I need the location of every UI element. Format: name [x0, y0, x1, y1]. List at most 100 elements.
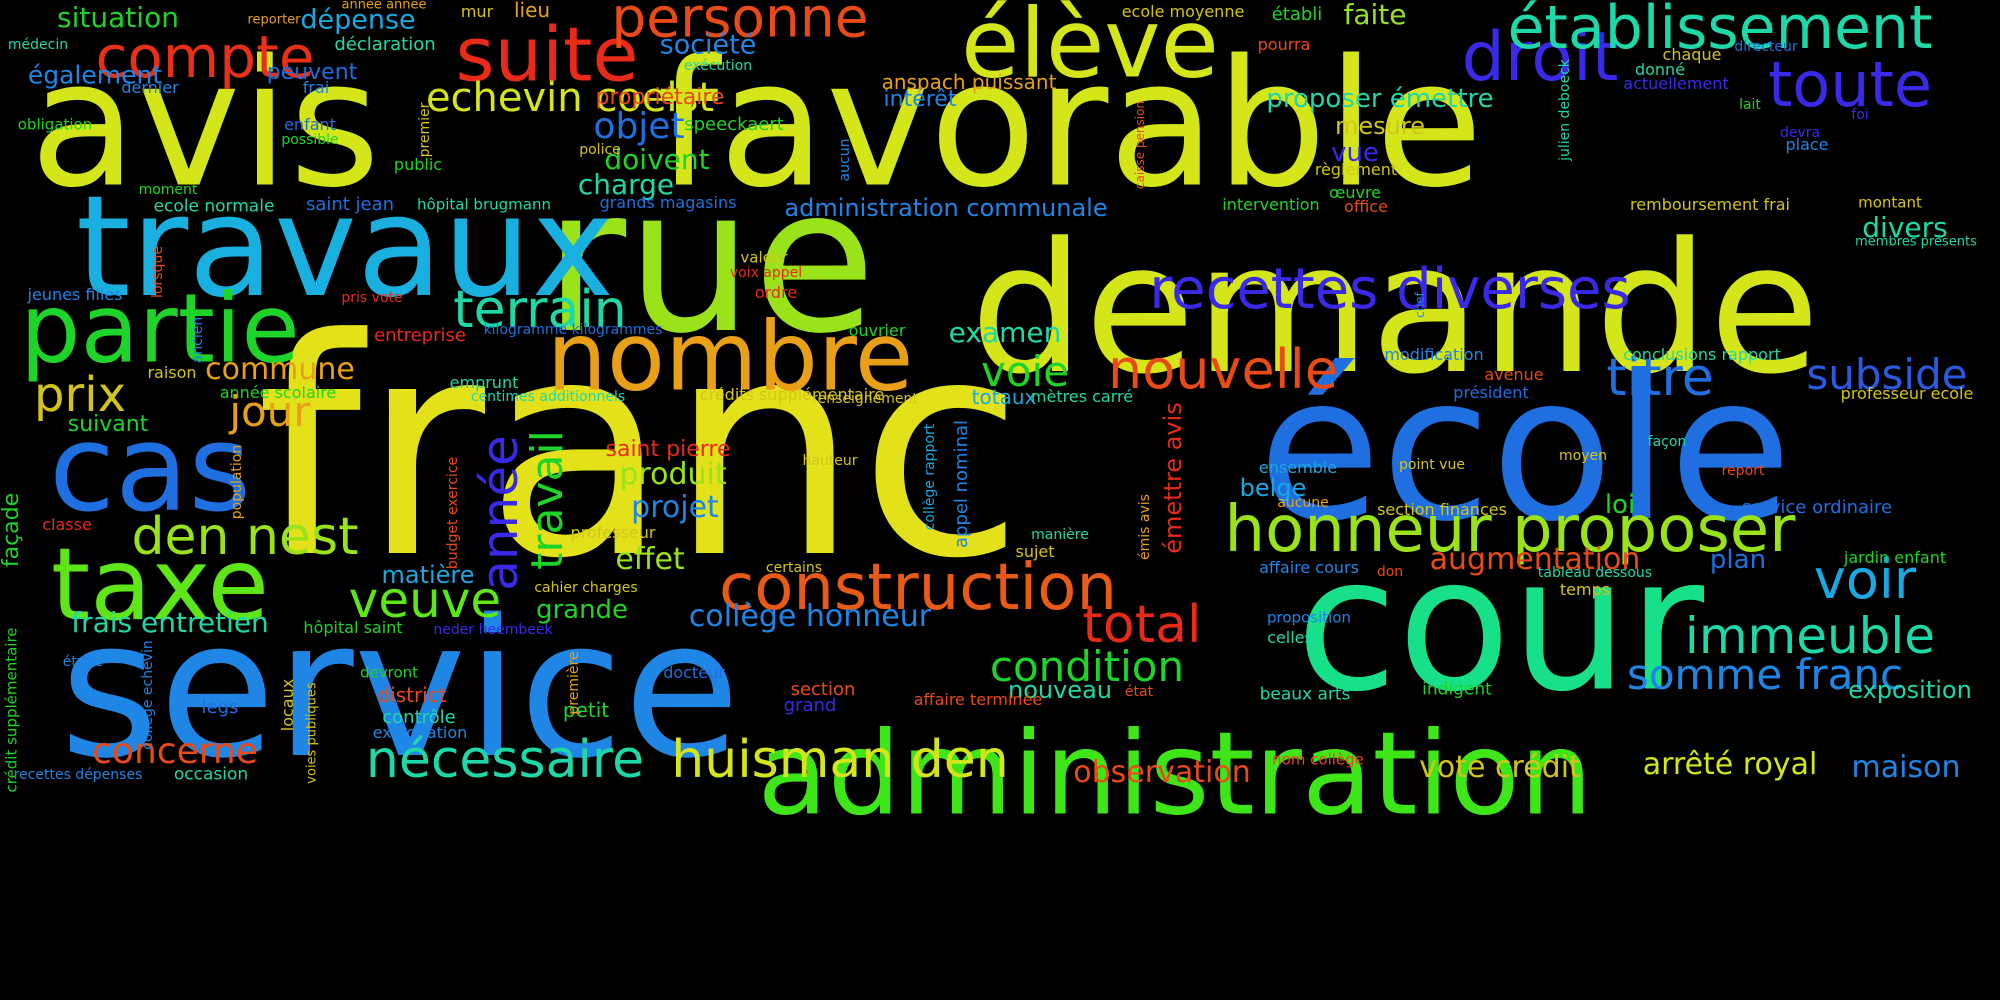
word-administration: administration [757, 707, 1593, 842]
word-section-finances: section finances [1377, 500, 1507, 519]
word-demande: demande [970, 205, 1820, 414]
word-conclusions-rapport: conclusions rapport [1623, 345, 1781, 364]
word-etude: étude [62, 654, 104, 670]
word-obligation: obligation [17, 115, 93, 134]
word-charge: charge [577, 168, 675, 201]
word-speeckaert: speeckaert [684, 114, 784, 135]
word-legs: legs [201, 697, 239, 718]
word-prix: prix [34, 367, 126, 423]
word-recettes-diverses: recettes diverses [1149, 257, 1631, 322]
word-etabli: établi [1271, 4, 1323, 25]
word-intervention: intervention [1222, 195, 1320, 214]
word-toute: toute [1768, 48, 1932, 121]
word-personne: personne [611, 0, 869, 50]
word-subside: subside [1806, 350, 1968, 399]
word-centimes-additionnels: centimes additionnels [470, 389, 626, 405]
word-valeur: valeur [740, 248, 788, 267]
word-somme-franc: somme franc [1626, 650, 1904, 699]
word-anspach-puissant: anspach puissant [881, 70, 1057, 94]
word-vote-credit: vote crédit [1419, 750, 1581, 785]
word-montant: montant [1858, 193, 1922, 212]
word-section: section [790, 679, 856, 700]
word-district: district [377, 683, 447, 707]
word-police: police [579, 142, 621, 158]
word-jeunes-filles: jeunes filles [27, 285, 123, 304]
word-egalement: également [27, 60, 163, 90]
word-arrete-royal: arrêté royal [1642, 747, 1818, 782]
word-etablissement: établissement [1507, 0, 1933, 63]
word-vue: vue [1331, 138, 1379, 168]
word-exposition: exposition [1848, 676, 1972, 704]
word-president: président [1453, 383, 1529, 402]
word-lait: lait [1739, 97, 1761, 113]
word-lieu: lieu [513, 0, 551, 22]
word-ordre: ordre [754, 283, 798, 302]
word-metres-carre: mètres carré [1030, 387, 1134, 406]
word-dernier: dernier [121, 78, 179, 97]
word-population: population [229, 444, 245, 520]
word-divers: divers [1862, 211, 1948, 244]
word-commune: commune [205, 352, 355, 387]
word-favorable: favorable [656, 23, 1484, 227]
word-premiere: première [566, 651, 582, 715]
word-devra: devra [1779, 125, 1821, 141]
word-maniere: manière [1031, 527, 1089, 543]
word-credits-supplementaire: crédits supplémentaire [699, 385, 885, 404]
word-service-ordinaire: service ordinaire [1741, 497, 1893, 518]
word-effet: effet [615, 542, 685, 577]
word-examen: examen [948, 316, 1062, 349]
word-facon: façon [1647, 434, 1687, 450]
word-titre: titre [1606, 348, 1714, 408]
word-pris-vote: pris vote [341, 290, 403, 306]
word-doivent: doivent [604, 143, 710, 176]
word-reporter: reporter [247, 12, 301, 28]
word-budget-exercice: budget exercice [445, 456, 461, 570]
word-possible: possible [281, 132, 339, 148]
word-facade: façade [0, 492, 24, 568]
word-nouvelle: nouvelle [1108, 338, 1338, 401]
word-neder-heembeek: neder heembeek [433, 622, 553, 638]
word-grand: grand [783, 695, 837, 716]
word-interet: intérêt [883, 87, 957, 112]
word-cour: cour [1295, 516, 1705, 733]
word-kilogramme-kilogrammes: kilogramme kilogrammes [483, 322, 663, 338]
word-college-echevin: collège echevin [140, 640, 156, 750]
word-devront: devront [359, 663, 419, 682]
word-maison: maison [1851, 750, 1961, 785]
word-saint-pierre: saint pierre [605, 437, 731, 462]
word-renseignement: renseignement [812, 391, 918, 407]
word-frais-entretien: frais entretien [71, 606, 269, 639]
word-temps: temps [1559, 580, 1611, 599]
word-place: place [1785, 135, 1829, 154]
word-college-honneur: collège honneur [688, 599, 932, 634]
word-peuvent: peuvent [266, 60, 358, 85]
word-declaration: déclaration [334, 34, 436, 55]
word-objet: objet [593, 106, 685, 147]
word-aucun: aucun [837, 138, 853, 182]
word-produit: produit [619, 457, 727, 492]
word-loi: loi [1604, 490, 1636, 520]
word-emettre-avis: émettre avis [1159, 402, 1187, 554]
word-saint-jean: saint jean [305, 194, 395, 215]
word-necessaire: nécessaire [365, 730, 645, 790]
word-den-nest: den nest [131, 507, 359, 567]
word-proposer-emettre: proposer émettre [1266, 84, 1494, 114]
word-construction: construction [719, 551, 1117, 625]
word-avenue: avenue [1484, 365, 1544, 384]
word-docteur: docteur [663, 663, 725, 682]
word-nombre: nombre [546, 302, 914, 413]
word-beaux-arts: beaux arts [1259, 684, 1351, 705]
word-veuve: veuve [348, 571, 502, 629]
word-ecole: école [1258, 333, 1792, 566]
word-raison: raison [147, 363, 197, 382]
word-classe: classe [42, 515, 92, 534]
word-professeur: professeur [570, 523, 656, 542]
word-partie: partie [20, 274, 300, 385]
word-hopital-brugmann: hôpital brugmann [417, 195, 551, 214]
word-celles: celles [1267, 628, 1313, 647]
word-actuellement: actuellement [1623, 74, 1729, 93]
word-societe: société [659, 29, 757, 61]
word-moment: moment [138, 182, 198, 198]
word-locaux: locaux [278, 678, 297, 732]
